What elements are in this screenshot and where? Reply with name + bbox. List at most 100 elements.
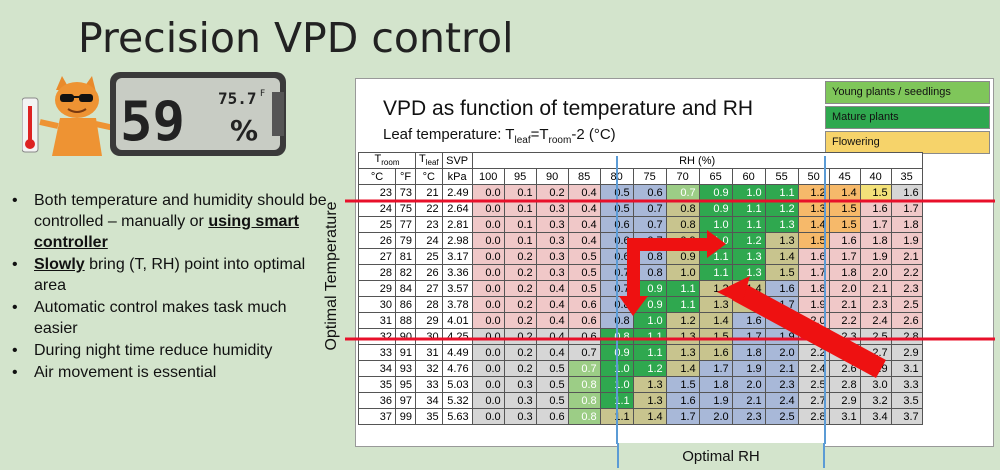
vpd-cell: 1.6 (859, 200, 892, 217)
troom-f-cell: 88 (395, 312, 416, 329)
troom-f-cell: 93 (395, 360, 416, 377)
vpd-cell: 1.7 (890, 200, 923, 217)
vpd-cell: 0.8 (599, 328, 634, 345)
rh-value-header: 65 (698, 168, 733, 185)
vpd-cell: 0.0 (471, 216, 505, 233)
vpd-cell: 2.2 (797, 344, 830, 361)
vpd-cell: 1.7 (764, 296, 799, 313)
vpd-cell: 1.7 (797, 264, 830, 281)
troom-c-cell: 28 (358, 264, 396, 281)
hygrometer-illustration: 59 75.7 F % (22, 72, 286, 156)
vpd-cell: 0.4 (535, 296, 569, 313)
vpd-cell: 0.6 (567, 296, 601, 313)
vpd-cell: 2.6 (890, 312, 923, 329)
table-row: 30 86 28 3.78 0.0 0.2 0.4 0.6 0.8 0.9 1.1 1.3 1.5 1.7… (358, 296, 923, 313)
vpd-cell: 1.8 (828, 264, 861, 281)
vpd-cell: 1.9 (890, 232, 923, 249)
troom-f-cell: 79 (395, 232, 416, 249)
rh-value-header: 70 (665, 168, 700, 185)
vpd-cell: 0.8 (632, 264, 667, 281)
slide-title: Precision VPD control (78, 14, 514, 62)
vpd-cell: 1.3 (632, 392, 667, 409)
vpd-cell: 1.5 (859, 184, 892, 201)
bullet-item: Both temperature and humidity should be … (8, 190, 328, 253)
vpd-cell: 1.3 (665, 344, 700, 361)
vpd-cell: 1.6 (731, 312, 766, 329)
vpd-cell: 0.2 (535, 184, 569, 201)
vpd-cell: 2.3 (859, 296, 892, 313)
vpd-cell: 1.2 (797, 184, 830, 201)
vpd-cell: 2.3 (890, 280, 923, 297)
vpd-cell: 0.2 (503, 312, 537, 329)
vpd-cell: 0.6 (567, 312, 601, 329)
legend-item: Flowering (825, 131, 990, 154)
vpd-cell: 1.1 (665, 296, 700, 313)
temperature-unit: F (260, 89, 265, 99)
troom-f-cell: 90 (395, 328, 416, 345)
troom-f-cell: 91 (395, 344, 416, 361)
vpd-cell: 0.0 (471, 280, 505, 297)
vpd-table: Troom Tleaf SVP RH (%) °C °F °C kPa 100 95 90 85 80 7… (358, 152, 923, 425)
vpd-cell: 0.2 (503, 344, 537, 361)
rh-value-header: 90 (535, 168, 569, 185)
table-header-row: Troom Tleaf SVP RH (%) (358, 152, 923, 169)
vpd-cell: 1.1 (632, 344, 667, 361)
vpd-cell: 0.0 (471, 312, 505, 329)
vpd-cell: 0.9 (632, 296, 667, 313)
vpd-cell: 0.5 (599, 184, 634, 201)
vpd-cell: 0.7 (632, 232, 667, 249)
vpd-cell: 2.0 (731, 376, 766, 393)
vpd-cell: 2.9 (828, 392, 861, 409)
vpd-cell: 1.9 (764, 328, 799, 345)
vpd-cell: 0.7 (665, 184, 700, 201)
vpd-cell: 0.2 (503, 248, 537, 265)
vpd-cell: 0.6 (567, 328, 601, 345)
vpd-cell: 2.5 (890, 296, 923, 313)
vpd-cell: 2.9 (890, 344, 923, 361)
vpd-cell: 1.9 (859, 248, 892, 265)
svp-cell: 2.49 (441, 184, 473, 201)
vpd-cell: 0.7 (632, 216, 667, 233)
unit-header: °C (415, 168, 443, 185)
vpd-cell: 0.9 (665, 248, 700, 265)
vpd-cell: 2.9 (859, 360, 892, 377)
tleaf-cell: 23 (415, 216, 443, 233)
tleaf-cell: 34 (415, 392, 443, 409)
vpd-cell: 0.0 (471, 184, 505, 201)
rh-value-header: 45 (828, 168, 861, 185)
tleaf-cell: 26 (415, 264, 443, 281)
vpd-cell: 0.3 (535, 232, 569, 249)
table-header-row: °C °F °C kPa 100 95 90 85 80 75 70 65 60 55 50 45 40 35 (358, 168, 923, 185)
rh-value-header: 50 (797, 168, 830, 185)
vpd-cell: 3.0 (859, 376, 892, 393)
table-row: 27 81 25 3.17 0.0 0.2 0.3 0.5 0.6 0.8 0.9 1.1 1.3 1.4… (358, 248, 923, 265)
vpd-cell: 2.1 (797, 328, 830, 345)
vpd-cell: 0.9 (665, 232, 700, 249)
unit-header: °F (395, 168, 416, 185)
vpd-cell: 3.1 (828, 408, 861, 425)
table-row: 26 79 24 2.98 0.0 0.1 0.3 0.4 0.6 0.7 0.9 1.0 1.2 1.3… (358, 232, 923, 249)
vpd-cell: 0.0 (471, 200, 505, 217)
vpd-cell: 1.9 (731, 360, 766, 377)
vpd-cell: 1.1 (731, 216, 766, 233)
vpd-cell: 0.7 (567, 360, 601, 377)
vpd-cell: 0.5 (599, 200, 634, 217)
troom-f-cell: 73 (395, 184, 416, 201)
troom-f-cell: 84 (395, 280, 416, 297)
vpd-cell: 1.3 (665, 328, 700, 345)
vpd-cell: 2.2 (828, 312, 861, 329)
svp-cell: 4.25 (441, 328, 473, 345)
cat-mascot-icon (22, 76, 115, 156)
troom-header: Troom (358, 152, 416, 169)
vpd-cell: 0.8 (599, 296, 634, 313)
vpd-cell: 2.1 (764, 360, 799, 377)
vpd-cell: 1.2 (632, 360, 667, 377)
vpd-cell: 2.7 (797, 392, 830, 409)
svp-cell: 2.81 (441, 216, 473, 233)
svp-cell: 3.36 (441, 264, 473, 281)
troom-f-cell: 77 (395, 216, 416, 233)
vpd-cell: 3.1 (890, 360, 923, 377)
vpd-cell: 1.3 (731, 248, 766, 265)
vpd-cell: 0.1 (503, 184, 537, 201)
svp-cell: 2.64 (441, 200, 473, 217)
